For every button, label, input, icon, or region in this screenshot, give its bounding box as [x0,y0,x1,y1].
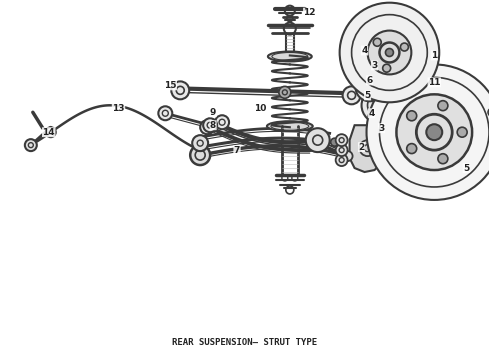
Text: 11: 11 [428,78,441,87]
Circle shape [279,86,291,98]
Circle shape [306,128,330,152]
Circle shape [192,135,208,151]
Text: 5: 5 [463,163,469,172]
Ellipse shape [267,121,313,131]
Circle shape [383,139,392,149]
Text: 3: 3 [371,61,378,70]
Circle shape [203,118,217,132]
Text: 7: 7 [234,145,240,154]
Circle shape [158,106,172,120]
Text: 6: 6 [367,76,372,85]
Circle shape [400,43,408,51]
Text: 5: 5 [365,91,370,100]
Text: 9: 9 [210,108,216,117]
Circle shape [350,60,372,82]
Circle shape [438,154,448,164]
Text: 14: 14 [43,128,55,137]
Circle shape [331,138,339,146]
Circle shape [336,154,347,166]
Circle shape [172,81,189,99]
Circle shape [215,115,229,129]
Circle shape [407,144,416,154]
Text: 2: 2 [358,143,365,152]
Text: 10: 10 [254,104,266,113]
Circle shape [336,134,347,146]
Text: 4: 4 [368,109,375,118]
Circle shape [426,124,442,140]
Text: 13: 13 [112,104,125,113]
Circle shape [383,64,391,72]
Circle shape [438,101,448,111]
Text: 4: 4 [361,46,368,55]
Circle shape [190,145,210,165]
Circle shape [488,108,490,116]
Text: 12: 12 [303,8,316,17]
Circle shape [200,120,214,134]
Text: 3: 3 [378,124,385,133]
Circle shape [336,144,347,156]
Circle shape [368,31,412,75]
Circle shape [343,151,353,161]
Circle shape [407,111,416,121]
Polygon shape [349,125,385,172]
Circle shape [312,132,324,144]
Text: 1: 1 [431,51,438,60]
Text: 15: 15 [164,81,176,90]
Text: 8: 8 [210,121,216,130]
Ellipse shape [268,51,312,62]
Text: REAR SUSPENSION– STRUT TYPE: REAR SUSPENSION– STRUT TYPE [172,338,318,347]
Circle shape [367,64,490,200]
Circle shape [396,94,472,170]
Circle shape [362,87,397,123]
Circle shape [457,127,467,137]
Circle shape [46,127,56,137]
Circle shape [373,38,381,46]
Circle shape [340,3,439,102]
Circle shape [356,73,384,101]
Circle shape [343,86,361,104]
Circle shape [386,49,393,57]
Circle shape [25,139,37,151]
